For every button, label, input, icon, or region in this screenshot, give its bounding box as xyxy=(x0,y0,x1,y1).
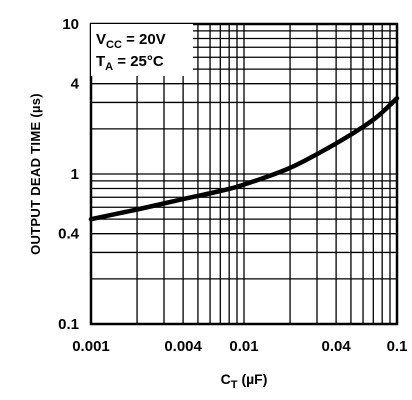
y-tick-label: 1 xyxy=(71,166,79,183)
grid-lines xyxy=(91,24,397,324)
conditions-annotation: VCC = 20V TA = 25°C xyxy=(91,24,193,76)
y-axis-label: OUTPUT DEAD TIME (µs) xyxy=(28,93,43,255)
x-tick-label: 0.1 xyxy=(387,338,408,355)
x-axis-label: CT (µF) xyxy=(221,371,268,391)
x-tick-label: 0.004 xyxy=(164,338,202,355)
series-line xyxy=(88,95,400,222)
y-tick-label: 10 xyxy=(62,16,79,33)
y-tick-label: 0.4 xyxy=(58,226,80,243)
x-tick-label: 0.01 xyxy=(229,338,258,355)
x-tick-label: 0.04 xyxy=(322,338,352,355)
y-tick-labels: 10 4 1 0.4 0.1 xyxy=(58,16,80,333)
x-tick-labels: 0.001 0.004 0.01 0.04 0.1 xyxy=(72,338,407,355)
ta-annotation: TA = 25°C xyxy=(96,53,164,73)
vcc-annotation: VCC = 20V xyxy=(96,31,166,51)
x-tick-label: 0.001 xyxy=(72,338,110,355)
plot-frame xyxy=(89,22,399,326)
y-tick-label: 0.1 xyxy=(58,316,79,333)
y-tick-label: 4 xyxy=(71,76,80,93)
